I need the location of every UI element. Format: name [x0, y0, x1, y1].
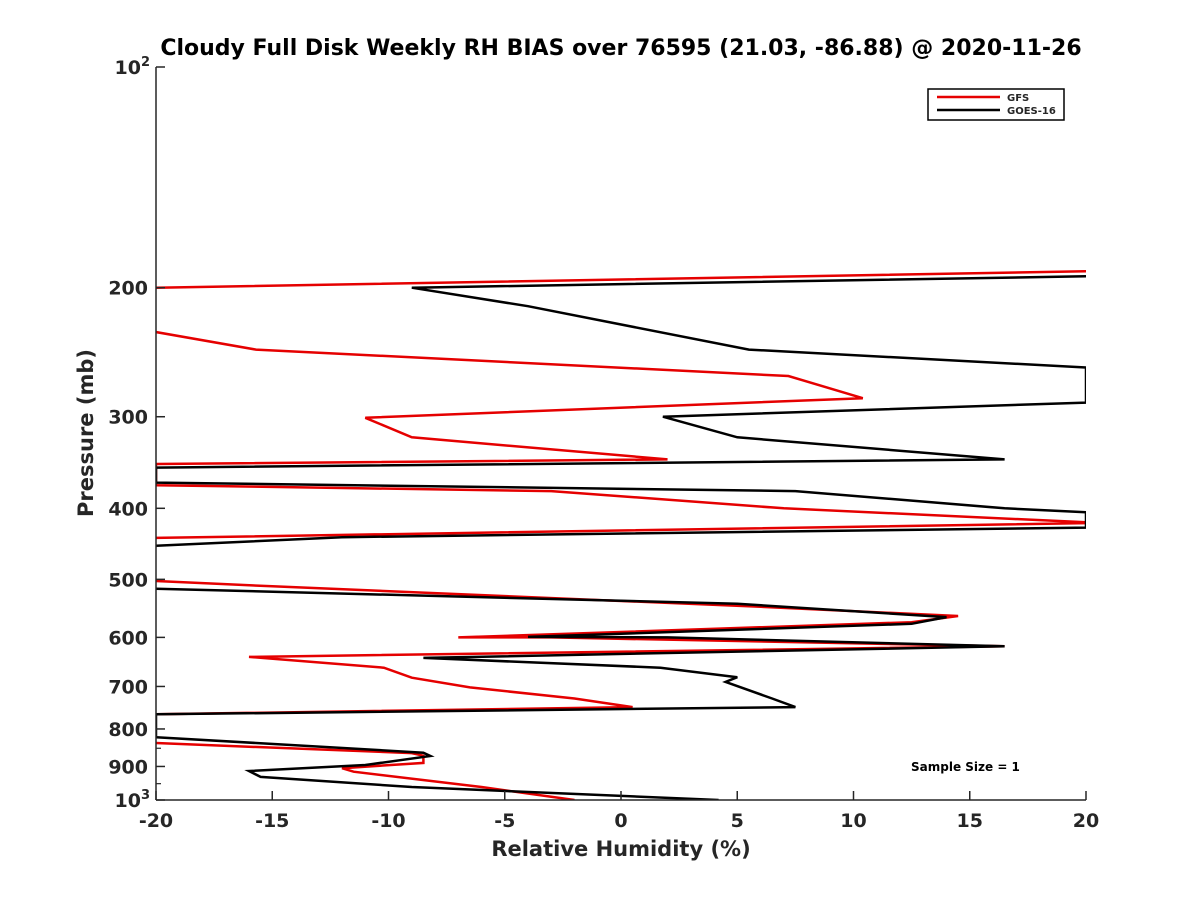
x-ticks: -20 -15 -10 -5 0 5 10 15 20	[139, 791, 1099, 832]
chart-title: Cloudy Full Disk Weekly RH BIAS over 765…	[160, 36, 1081, 61]
series-layer	[156, 270, 1086, 800]
x-axis-label: Relative Humidity (%)	[491, 837, 750, 861]
legend-box	[927, 88, 1065, 121]
y-tick-label: 600	[108, 627, 148, 649]
y-tick-label: 700	[108, 676, 148, 698]
y-tick-label: 200	[108, 278, 148, 300]
y-tick-label: 500	[108, 569, 148, 591]
y-tick-label: 102	[115, 55, 151, 79]
legend: GFS GOES-16	[927, 88, 1065, 121]
series-line-goes-16	[156, 275, 1086, 800]
y-tick-label: 400	[108, 498, 148, 520]
x-tick-label: 5	[731, 810, 744, 832]
x-tick-label: 15	[957, 810, 983, 832]
y-tick-label: 300	[108, 407, 148, 429]
x-tick-label: 10	[840, 810, 866, 832]
x-tick-label: -15	[255, 810, 289, 832]
x-tick-label: -20	[139, 810, 173, 832]
x-tick-label: 20	[1073, 810, 1099, 832]
y-axis-label: Pressure (mb)	[74, 349, 98, 517]
sample-size-annotation: Sample Size = 1	[911, 760, 1020, 774]
legend-gfs-label: GFS	[1007, 93, 1029, 104]
legend-goes16-label: GOES-16	[1007, 106, 1056, 117]
y-tick-label: 900	[108, 756, 148, 778]
x-tick-label: -5	[494, 810, 515, 832]
y-tick-label: 800	[108, 719, 148, 741]
x-tick-label: 0	[614, 810, 627, 832]
x-tick-label: -10	[371, 810, 405, 832]
